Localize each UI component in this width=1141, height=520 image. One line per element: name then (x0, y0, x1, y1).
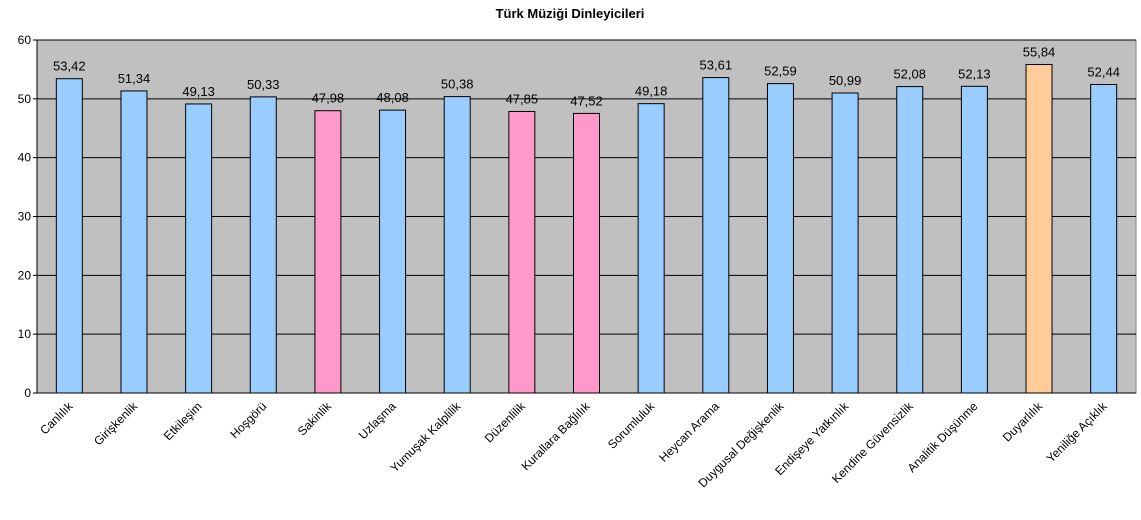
bar (185, 103, 213, 394)
x-tick-label: Uzlaşma (356, 399, 399, 442)
bar (1090, 83, 1118, 394)
y-tick-label: 60 (18, 33, 32, 47)
x-tick-label: Yeniliğe Açıklık (1044, 399, 1111, 466)
y-tick-label: 50 (18, 92, 32, 106)
data-label: 47,85 (506, 91, 539, 106)
bar (443, 96, 471, 394)
data-label: 49,18 (635, 84, 668, 99)
x-tick-label: Analitik Düşünme (905, 399, 981, 475)
y-tick-label: 20 (18, 268, 32, 282)
bar (120, 90, 148, 394)
data-label: 53,61 (700, 58, 733, 73)
data-label: 49,13 (182, 84, 215, 99)
data-label: 48,08 (376, 90, 409, 105)
bar (637, 103, 665, 394)
y-tick-label: 30 (18, 210, 32, 224)
x-tick-label: Duyarlılık (1000, 399, 1046, 445)
bar (831, 92, 859, 394)
x-tick-label: Sorumluluk (605, 399, 658, 452)
data-label: 55,84 (1023, 44, 1056, 59)
y-tick-label: 0 (24, 386, 31, 400)
bar (702, 77, 730, 394)
data-label: 50,33 (247, 77, 280, 92)
bar (960, 85, 988, 394)
bar (314, 110, 342, 394)
x-tick-label: Sakinlik (295, 399, 335, 439)
x-tick-label: Heycan Arama (656, 399, 722, 465)
data-label: 53,42 (53, 59, 86, 74)
data-label: 50,38 (441, 77, 474, 92)
x-tick-label: Düzenlilik (482, 399, 529, 446)
data-label: 47,98 (312, 91, 345, 106)
data-label: 52,13 (958, 66, 991, 81)
bar (379, 109, 407, 394)
data-label: 52,44 (1087, 64, 1120, 79)
x-tick-label: Kurallara Bağlılık (519, 399, 594, 474)
y-tick-label: 10 (18, 327, 32, 341)
x-tick-label: Yumuşak Kalplilik (387, 399, 464, 476)
y-tick-label: 40 (18, 151, 32, 165)
data-label: 50,99 (829, 73, 862, 88)
bar (249, 96, 277, 394)
data-label: 51,34 (118, 71, 151, 86)
x-tick-label: Hoşgörü (227, 399, 269, 441)
data-label: 47,52 (570, 93, 603, 108)
chart-title: Türk Müziği Dinleyicileri (496, 6, 645, 21)
bar (508, 110, 536, 394)
data-label: 52,59 (764, 64, 797, 79)
data-label: 52,08 (893, 67, 926, 82)
bar (766, 83, 794, 394)
x-tick-label: Etkileşim (161, 399, 205, 443)
bar (55, 78, 83, 394)
x-tick-label: Girişkenlik (91, 399, 141, 449)
bar (896, 86, 924, 394)
bar (573, 112, 600, 394)
x-tick-label: Canlılık (37, 399, 76, 438)
bar (1025, 63, 1053, 394)
